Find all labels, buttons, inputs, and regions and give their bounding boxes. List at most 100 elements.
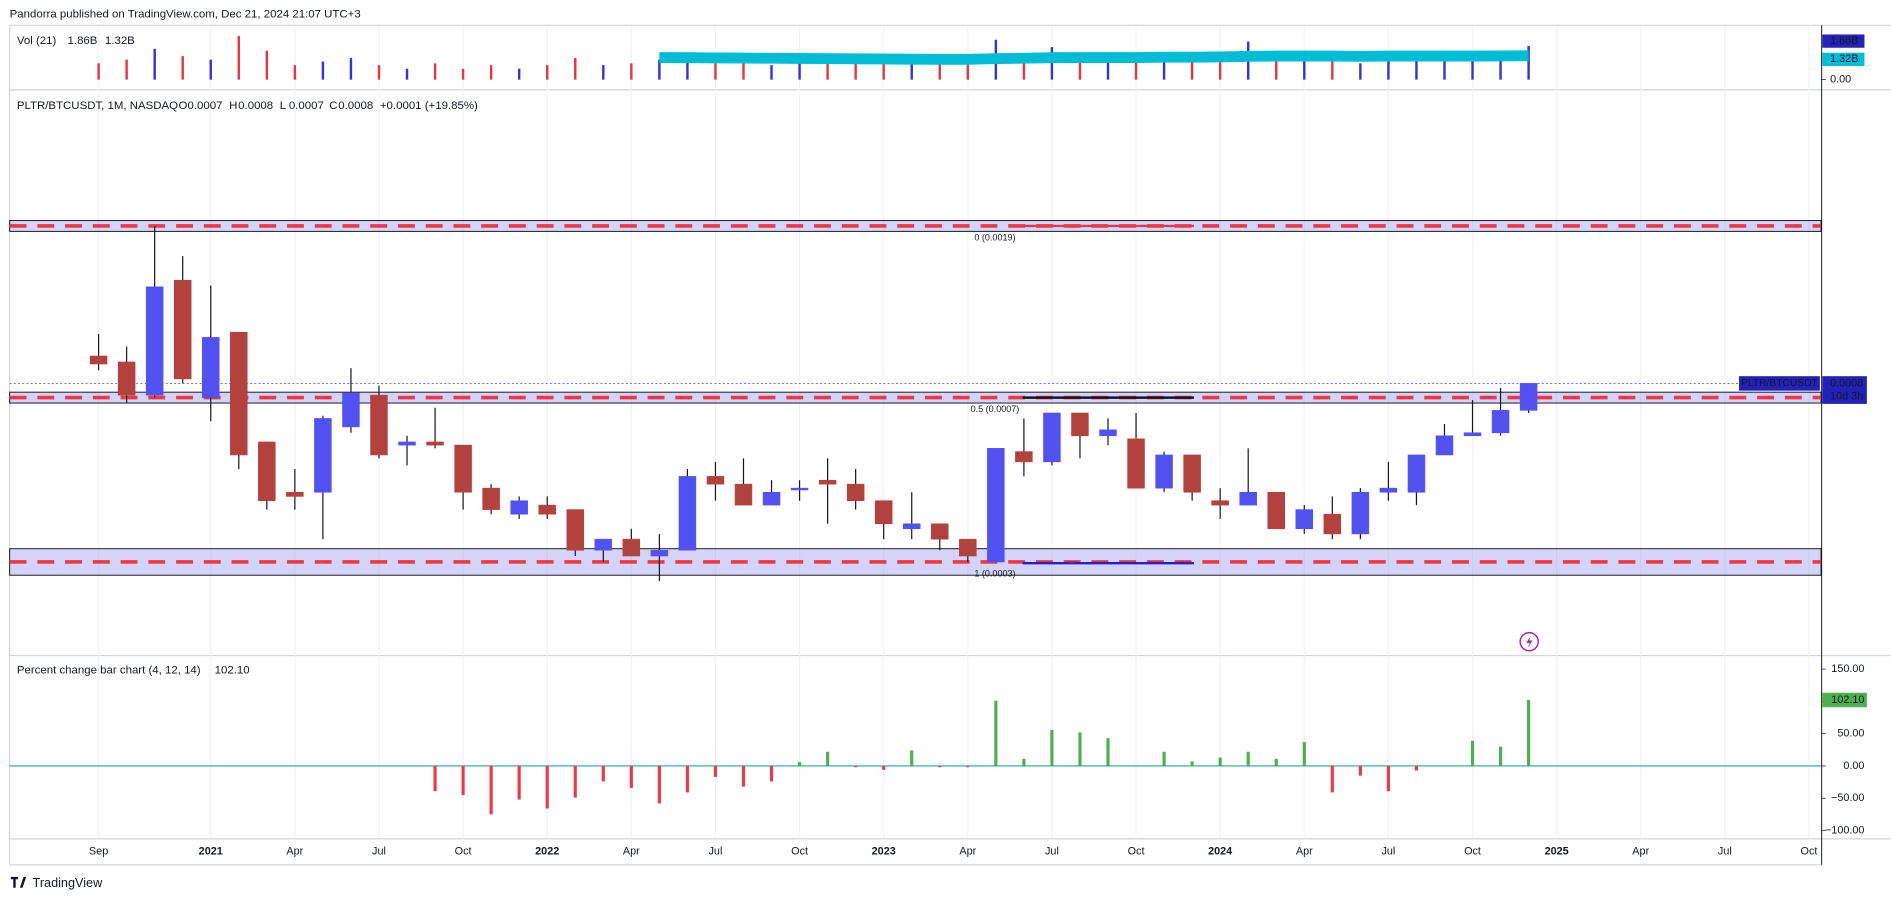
- percent-bar: [1386, 765, 1390, 792]
- candle-body: [931, 523, 949, 540]
- volume-bar: [1190, 59, 1194, 80]
- volume-bar: [1050, 47, 1054, 80]
- fib-zone: [9, 220, 1822, 232]
- x-tick-label: Jul: [709, 845, 723, 857]
- percent-bar: [461, 765, 465, 796]
- candle-body: [314, 418, 332, 493]
- candle-body: [987, 448, 1005, 563]
- percent-bar: [994, 700, 998, 766]
- volume-bar: [630, 63, 633, 80]
- candle-body: [959, 538, 977, 557]
- volume-bar: [1022, 54, 1026, 80]
- fib-label: 0 (0.0019): [974, 232, 1015, 242]
- candle-body: [594, 538, 613, 551]
- x-tick-label: Oct: [455, 845, 472, 857]
- candle-body: [1295, 509, 1314, 530]
- value-badge: [1822, 692, 1867, 708]
- volume-bar: [1162, 54, 1166, 80]
- price-pane: 0 (0.0019) 0.5 (0.0007) 1 (0.0003) PLTR/BTC…: [9, 100, 1822, 582]
- x-tick-label: Oct: [1464, 845, 1481, 857]
- volume-bar: [1499, 52, 1502, 80]
- percent-bar: [1050, 729, 1054, 766]
- ohlc-key: H: [229, 100, 237, 112]
- ohlc-key: L: [280, 100, 286, 112]
- volume-bar: [461, 68, 465, 80]
- volume-bar: [1443, 61, 1446, 80]
- volume-bar: [377, 65, 381, 80]
- ohlc-value: 0.0008: [238, 100, 273, 112]
- candle-body: [482, 487, 500, 510]
- ohlc-value: 0.0008: [338, 100, 373, 112]
- volume-bar: [1527, 45, 1530, 80]
- y-tick-label: −100.00: [1825, 824, 1864, 836]
- candle-body: [1099, 429, 1117, 437]
- volume-bar: [1415, 57, 1418, 80]
- volume-bar: [181, 56, 184, 80]
- x-tick-label: Apr: [286, 845, 303, 857]
- percent-bar: [685, 765, 689, 793]
- percent-bar: [573, 765, 577, 798]
- x-tick-label: Jul: [1381, 845, 1395, 857]
- pane-title: Percent change bar chart (4, 12, 14): [17, 665, 201, 677]
- frame: [9, 24, 1891, 866]
- volume-bar: [209, 59, 212, 80]
- alert-icon[interactable]: [1519, 631, 1539, 652]
- percent-bar: [433, 765, 437, 792]
- volume-bar: [546, 65, 549, 80]
- x-tick-label: Apr: [623, 845, 640, 857]
- percent-pane: Percent change bar chart (4, 12, 14) 102.…: [9, 665, 1822, 815]
- candle-body: [1043, 412, 1061, 463]
- volume-bar: [293, 65, 297, 80]
- candle-body: [173, 279, 192, 380]
- volume-bar: [882, 61, 885, 80]
- percent-bar: [657, 765, 661, 804]
- percent-bar: [854, 765, 858, 768]
- percent-bar: [769, 765, 774, 782]
- percent-bar: [1190, 761, 1194, 766]
- candle-body: [370, 394, 388, 456]
- symbol-badge-box: [1739, 376, 1820, 391]
- pane-title: Vol (21): [17, 35, 57, 47]
- brand: TradingView: [10, 876, 103, 890]
- x-tick-label: 2023: [872, 845, 896, 857]
- percent-bar: [1078, 732, 1082, 766]
- volume-bar: [574, 57, 577, 80]
- volume-bar: [1275, 56, 1278, 80]
- candle-body: [790, 487, 809, 491]
- candle-body: [1407, 454, 1426, 493]
- candle-body: [1379, 487, 1398, 493]
- volume-bar: [265, 50, 269, 80]
- percent-bar: [1302, 742, 1306, 766]
- x-tick-label: Sep: [89, 845, 108, 857]
- volume-bar: [1303, 61, 1306, 80]
- percent-bar: [1358, 765, 1362, 776]
- candle-body: [1519, 383, 1538, 411]
- candle-body: [89, 355, 108, 365]
- candle-body: [1491, 410, 1510, 434]
- volume-bar: [910, 57, 913, 80]
- symbol-badge: PLTR/BTCUSDT: [1741, 378, 1818, 389]
- volume-bar: [125, 59, 128, 80]
- volume-bar: [938, 61, 941, 80]
- candle-body: [902, 523, 921, 530]
- percent-bar: [966, 765, 970, 768]
- candle-body: [874, 500, 893, 525]
- volume-bar: [1387, 61, 1390, 80]
- x-tick-label: Oct: [791, 845, 808, 857]
- volume-bar: [1218, 57, 1222, 80]
- x-tick-label: 2025: [1545, 845, 1569, 857]
- y-tick-label: 0.00: [1830, 74, 1851, 86]
- volume-bar: [602, 65, 605, 80]
- legend-value: 1.32B: [105, 35, 135, 47]
- x-tick-label: Jul: [1718, 845, 1732, 857]
- percent-bar: [601, 765, 605, 782]
- percent-bar: [713, 765, 718, 777]
- candle-body: [342, 392, 360, 428]
- volume-bar: [153, 48, 156, 80]
- volume-bar: [854, 63, 857, 80]
- y-tick-label: 150.00: [1831, 663, 1864, 675]
- legend-value: 102.10: [215, 665, 250, 677]
- ohlc-key: C: [329, 100, 337, 112]
- percent-bar: [882, 765, 886, 770]
- candle-body: [1239, 491, 1257, 506]
